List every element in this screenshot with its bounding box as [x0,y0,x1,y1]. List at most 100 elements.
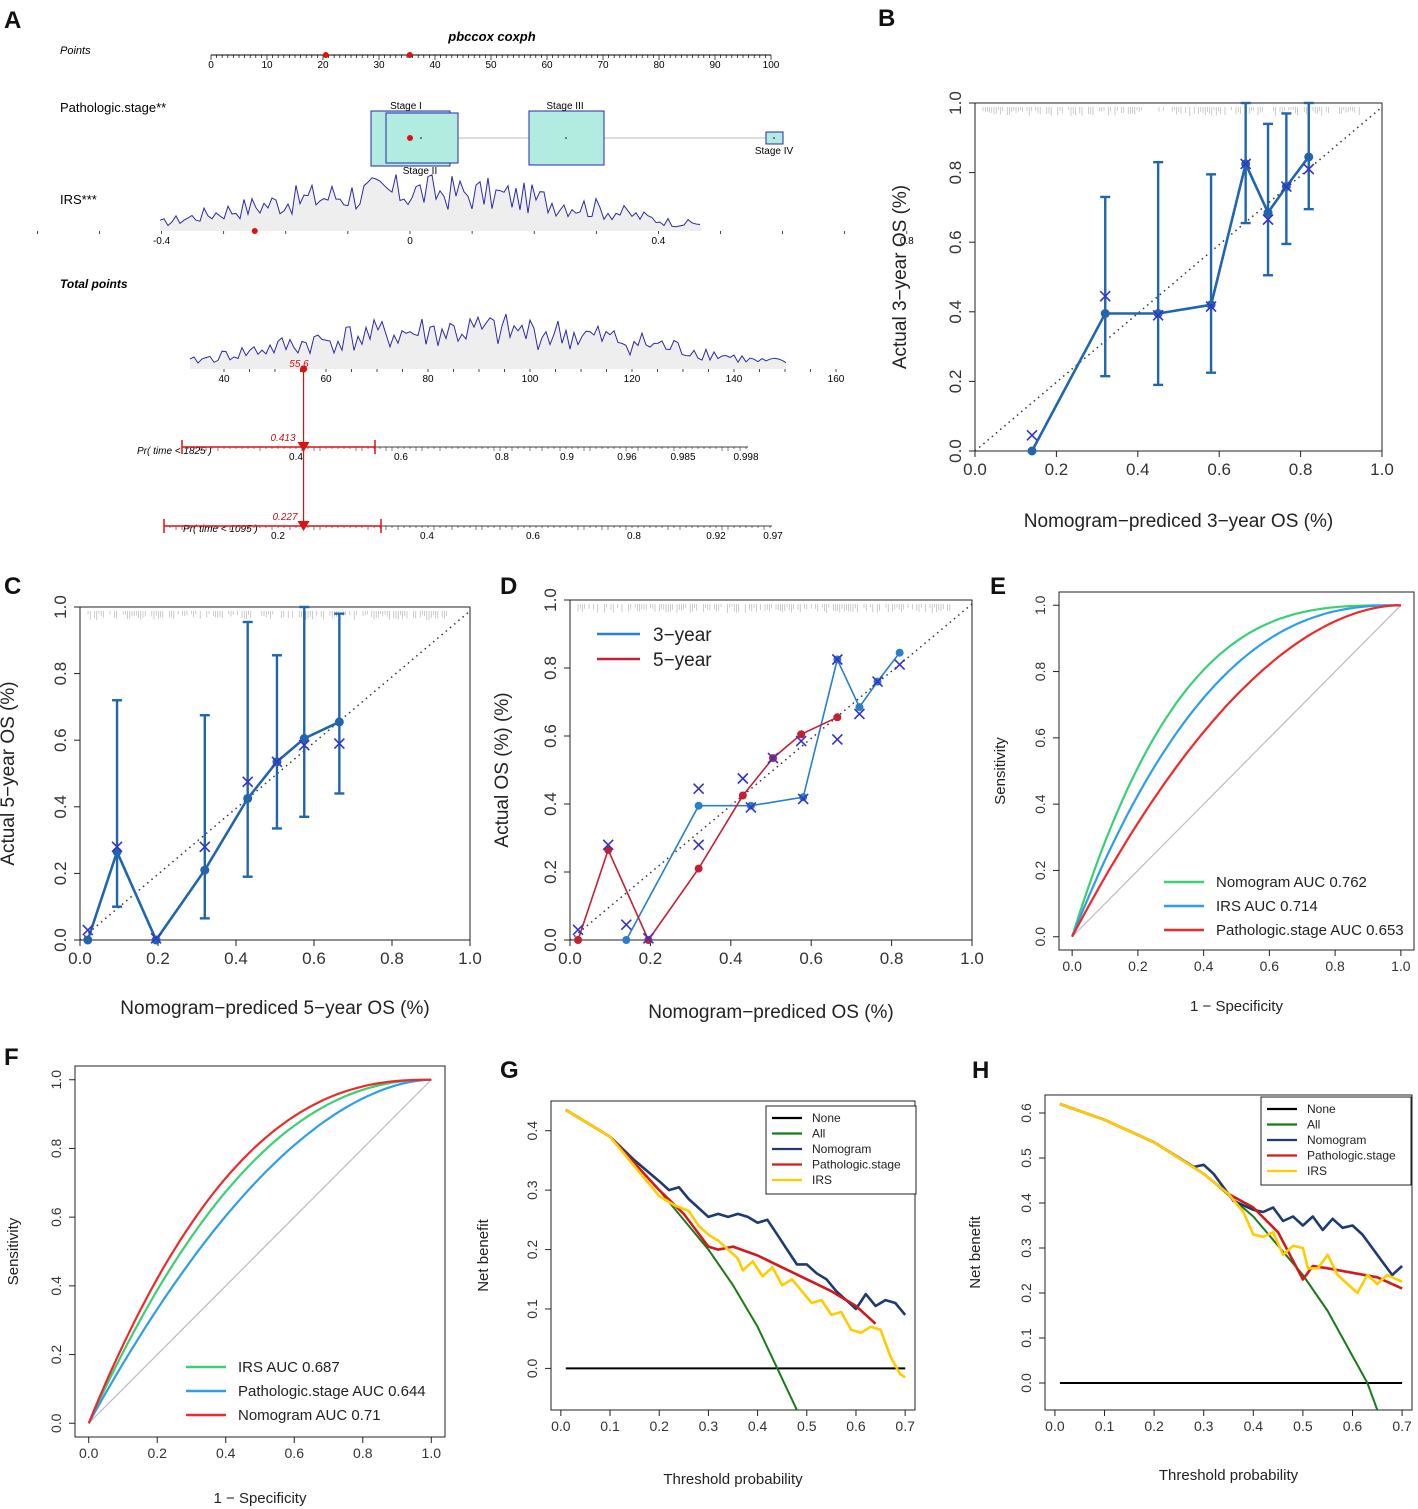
chart-g-x-tick-label: 0.5 [797,1418,817,1434]
points-tick-label: 50 [485,60,497,71]
irs-tick-label: -0.4 [153,236,171,247]
chart-g-nomogram-curve [565,1108,907,1316]
chart-e-y-tick-label: 0.6 [1032,728,1048,748]
chart-c-corrected-mark [271,756,283,768]
chart-h-plot-frame [1044,1094,1413,1411]
chart-b-calibration-line [1030,156,1310,452]
chart-c-corrected-mark [111,841,123,853]
chart-h-x-tick-label: 0.7 [1392,1418,1412,1434]
chart-c-point [151,935,161,945]
chart-b-point [1206,300,1216,310]
chart-e-plot-frame [1058,591,1415,951]
chart-h-nomogram-curve [1059,1102,1403,1277]
chart-c-corrected-mark [82,924,94,936]
chart-g-legend-label: None [812,1111,841,1125]
chart-d-point [797,730,806,739]
chart-d-y-axis-label: Actual OS (%) (%) [492,692,513,847]
pr1-tick-label: 0.9 [560,452,574,463]
points-tick-label: 10 [261,60,273,71]
chart-b-point [1304,152,1314,162]
chart-b-y-tick-label: 1.0 [946,91,965,115]
chart-c-x-tick-label: 0.4 [224,949,248,968]
chart-b-plot-frame [974,102,1383,452]
chart-g-legend-label: Nomogram [812,1142,871,1156]
chart-f-legend-label: IRS AUC 0.687 [238,1359,340,1376]
points-tick-label: 80 [653,60,665,71]
chart-h-y-tick-label: 0.4 [1018,1193,1034,1213]
chart-d-y-tick-label: 0.8 [541,656,560,680]
points-marker [406,52,413,58]
chart-e-roc-curve [1071,604,1401,938]
chart-d-y-tick-label: 1.0 [541,588,560,612]
chart-g-legend-label: Pathologic.stage [812,1158,901,1172]
chart-h-x-axis-label: Threshold probability [1159,1467,1299,1484]
chart-f-y-axis-label: Sensitivity [5,1217,22,1285]
chart-b-x-tick-label: 0.6 [1207,460,1231,479]
chart-d-corrected-mark [797,793,809,805]
chart-e-roc-curve [1071,604,1401,938]
chart-d-corrected-mark [894,659,906,671]
chart-g-stage-curve [565,1108,877,1325]
nomogram-panel: pbccox coxph Points 0 10 20 30 40 50 60 70 80 90 1… [37,29,914,542]
irs-tick-label: 0 [407,236,413,247]
pr1-tick-label: 0.998 [733,452,758,463]
chart-c-corrected-mark [199,841,211,853]
points-tick-label: 90 [709,60,721,71]
chart-c-corrected-mark [333,737,345,750]
chart-d-point [644,936,653,944]
chart-f-y-tick-label: 0.6 [48,1207,64,1227]
chart-c-x-tick-label: 0.0 [68,949,92,968]
calibration-3yr-chart: 0.0 0.2 0.4 0.6 0.8 1.0 0.0 0.2 0.4 0.6 0.8 1.0 Nomo… [890,91,1394,532]
chart-d-point [833,713,842,722]
chart-d-corrected-mark [642,932,654,944]
chart-c-x-tick-label: 1.0 [458,949,482,968]
chart-h-legend-label: All [1307,1118,1320,1132]
chart-g-legend-label: IRS [812,1173,832,1187]
chart-d-legend-label: 3−year [653,625,712,646]
chart-d-y-tick-label: 0.2 [541,860,560,884]
chart-b-corrected-mark [1262,214,1274,226]
chart-h-legend-label: IRS [1307,1164,1327,1178]
chart-d-x-tick-label: 0.4 [719,949,743,968]
chart-e-y-tick-label: 0.0 [1032,927,1048,947]
chart-f-legend-label: Nomogram AUC 0.71 [238,1407,381,1424]
points-tick-label: 40 [429,60,441,71]
chart-b-point [1027,446,1037,456]
chart-b-x-tick-label: 0.0 [963,460,987,479]
chart-e-x-axis-label: 1 − Specificity [1190,998,1283,1015]
roc-chart-f: 0.0 0.2 0.4 0.6 0.8 1.0 0.0 0.2 0.4 0.6 0.8 1.0 1 − … [5,1065,446,1507]
pr1-tick-label: 0.985 [670,452,695,463]
chart-b-x-tick-label: 0.4 [1126,460,1150,479]
chart-f-x-tick-label: 0.0 [79,1445,99,1461]
irs-density-line [159,174,701,228]
chart-g-x-tick-label: 0.0 [551,1418,571,1434]
chart-h-legend-label: Pathologic.stage [1307,1149,1396,1163]
total-density-line [189,313,787,364]
chart-d-point [694,801,703,810]
chart-d-corrected-mark [831,733,843,745]
chart-f-x-tick-label: 0.2 [147,1445,167,1461]
panel-letter-b: B [878,5,895,32]
chart-g-y-tick-label: 0.1 [524,1299,540,1319]
chart-f-roc-curve [87,1078,432,1424]
stage-ii-box [385,112,459,164]
chart-d-ideal-line [569,603,973,941]
chart-g-irs-curve [565,1108,906,1379]
chart-e-diagonal [1071,604,1402,938]
total-tick-label: 100 [522,374,539,385]
pr2-arrow [297,521,310,531]
chart-d-point [746,801,755,810]
chart-f-plot-frame [74,1065,446,1438]
irs-row: -0.8-0.400.40.8 [37,174,914,247]
chart-d-x-tick-label: 0.2 [639,949,663,968]
pr1-tick-label: 0.8 [495,452,509,463]
panel-letter-d: D [500,573,517,600]
chart-d-corrected-mark [693,839,705,851]
total-tick-label: 140 [726,374,743,385]
chart-b-x-axis-label: Nomogram−prediced 3−year OS (%) [1024,511,1333,532]
calibration-5yr-chart: 0.0 0.2 0.4 0.6 0.8 1.0 0.0 0.2 0.4 0.6 0.8 1.0 Nomo… [0,595,482,1019]
probability-rows: 55.6 Pr( time < 1825 ) 0.413 Pr( time < … [137,359,783,542]
chart-b-y-tick-label: 0.8 [946,161,965,185]
chart-h-x-tick-label: 0.2 [1144,1418,1164,1434]
total-points-label: Total points [60,277,128,291]
